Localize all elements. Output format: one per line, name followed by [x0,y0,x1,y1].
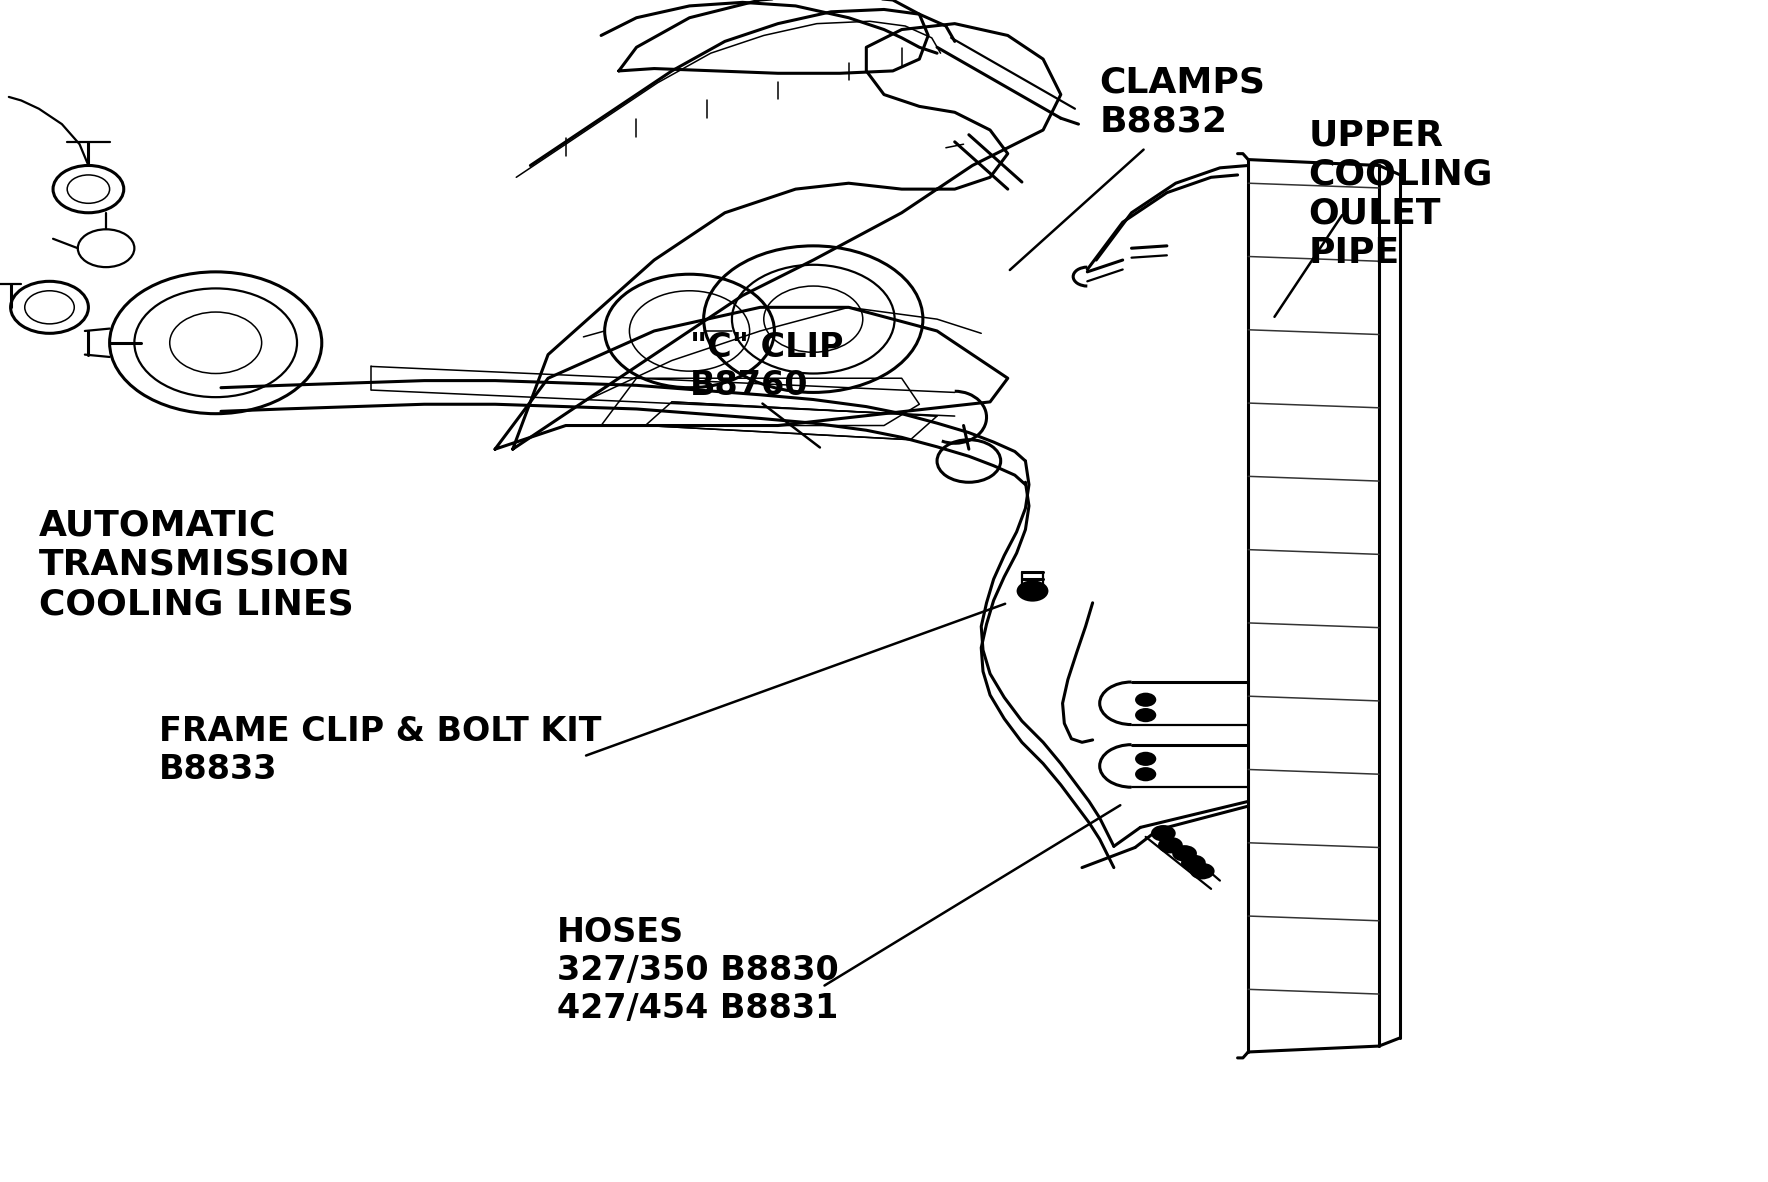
Circle shape [1017,580,1048,602]
Text: FRAME CLIP & BOLT KIT
B8833: FRAME CLIP & BOLT KIT B8833 [159,715,601,786]
Text: CLAMPS
B8832: CLAMPS B8832 [1100,65,1266,138]
Text: UPPER
COOLING
OULET
PIPE: UPPER COOLING OULET PIPE [1308,118,1492,271]
Circle shape [1135,767,1156,781]
Circle shape [1172,845,1197,862]
Circle shape [1151,825,1176,842]
Circle shape [1135,708,1156,722]
Circle shape [1135,693,1156,707]
Text: "C" CLIP
B8760: "C" CLIP B8760 [690,331,843,402]
Text: AUTOMATIC
TRANSMISSION
COOLING LINES: AUTOMATIC TRANSMISSION COOLING LINES [39,508,354,621]
Circle shape [1181,855,1206,871]
Circle shape [1158,837,1183,853]
Circle shape [1190,863,1215,879]
Circle shape [1135,752,1156,766]
Text: HOSES
327/350 B8830
427/454 B8831: HOSES 327/350 B8830 427/454 B8831 [557,916,838,1026]
